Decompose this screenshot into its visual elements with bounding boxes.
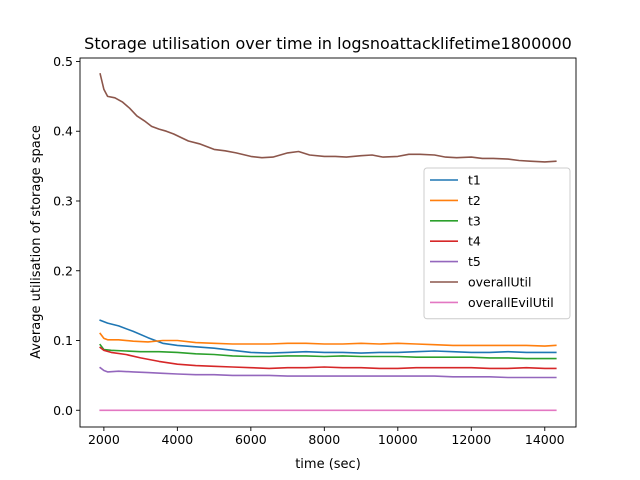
y-tick-label: 0.0 xyxy=(53,403,73,418)
series-layer xyxy=(99,73,557,412)
legend-label-t2: t2 xyxy=(468,193,481,208)
y-tick-label: 0.5 xyxy=(53,54,73,69)
y-tick-label: 0.2 xyxy=(53,263,73,278)
x-tick-label: 14000 xyxy=(525,432,565,447)
series-line-t3 xyxy=(99,343,557,360)
legend-box xyxy=(423,167,571,320)
series-line-t4 xyxy=(99,346,557,370)
axes-frame xyxy=(79,57,577,428)
x-tick-label: 12000 xyxy=(451,432,491,447)
axes-layer: 2000 4000 6000 8000 10000 12000 14000 0.0 0.1 0.2… xyxy=(53,54,577,447)
x-tick-label: 2000 xyxy=(88,432,120,447)
legend-label-t4: t4 xyxy=(468,234,481,249)
y-axis-label: Average utilisation of storage space xyxy=(29,125,44,359)
x-tick-label: 10000 xyxy=(378,432,418,447)
chart-title: Storage utilisation over time in logsnoa… xyxy=(84,34,572,53)
series-line-t2 xyxy=(99,332,557,347)
y-tick-label: 0.4 xyxy=(53,124,73,139)
legend-label-t1: t1 xyxy=(468,173,481,188)
series-line-t5 xyxy=(99,366,557,379)
y-tick-label: 0.1 xyxy=(53,333,73,348)
x-axis-label: time (sec) xyxy=(295,457,361,472)
y-tick-label: 0.3 xyxy=(53,193,73,208)
x-tick-label: 6000 xyxy=(235,432,267,447)
x-tick-label: 8000 xyxy=(308,432,340,447)
legend-label-overallUtil: overallUtil xyxy=(468,275,531,290)
legend: t1 t2 t3 t4 t5 overallUtil overallEvilUtil xyxy=(423,167,571,320)
legend-label-t5: t5 xyxy=(468,254,481,269)
x-tick-label: 4000 xyxy=(161,432,193,447)
legend-label-t3: t3 xyxy=(468,213,481,228)
legend-label-overallEvilUtil: overallEvilUtil xyxy=(468,295,554,310)
series-line-overallUtil xyxy=(99,73,557,163)
